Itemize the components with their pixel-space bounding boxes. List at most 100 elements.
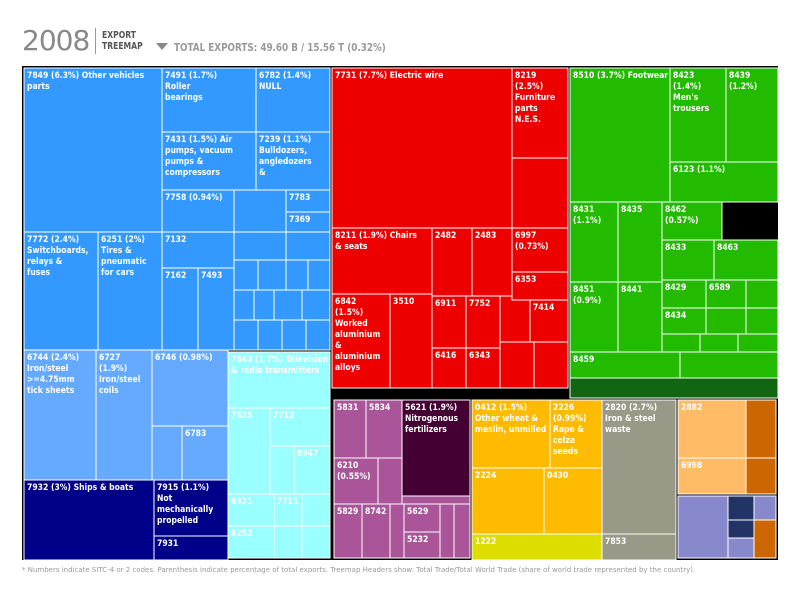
- treemap-cell-8463[interactable]: [713, 239, 779, 281]
- treemap-cell-7931[interactable]: [153, 535, 229, 561]
- treemap-cell-7431[interactable]: [161, 131, 257, 191]
- treemap-cell-7414[interactable]: [529, 299, 569, 343]
- treemap-cell-7162[interactable]: [161, 267, 199, 351]
- treemap-cell-minor-18[interactable]: [301, 493, 331, 527]
- treemap-cell-8219[interactable]: [511, 67, 569, 159]
- treemap-cell-minor-19[interactable]: [273, 525, 303, 559]
- treemap-cell-5621[interactable]: [401, 399, 471, 497]
- treemap-cell-2882[interactable]: [677, 399, 747, 459]
- treemap-cell-8429[interactable]: [661, 279, 707, 309]
- treemap-cell-6746[interactable]: [151, 349, 229, 427]
- treemap-cell-7369[interactable]: [285, 211, 331, 233]
- treemap-cell-minor-23[interactable]: [499, 341, 535, 389]
- treemap-cell-7849[interactable]: [23, 67, 163, 233]
- treemap-cell-8510[interactable]: [569, 67, 671, 203]
- treemap-cell-minor-10[interactable]: [301, 289, 331, 321]
- treemap-cell-2226[interactable]: [549, 399, 603, 469]
- treemap-cell-minor-39[interactable]: [745, 457, 777, 495]
- treemap-cell-minor-33[interactable]: [377, 457, 403, 505]
- treemap-cell-6353[interactable]: [511, 271, 569, 301]
- treemap-cell-8434[interactable]: [661, 307, 707, 335]
- treemap-cell-minor-28[interactable]: [661, 333, 701, 353]
- treemap-cell-3510[interactable]: [389, 293, 433, 389]
- treemap-cell-6998[interactable]: [677, 457, 747, 495]
- treemap-cell-6251[interactable]: [97, 231, 163, 351]
- treemap-cell-minor-1[interactable]: [233, 231, 287, 261]
- treemap-cell-6210[interactable]: [333, 457, 379, 505]
- treemap-cell-8742[interactable]: [361, 503, 391, 559]
- dropdown-arrow-icon[interactable]: [156, 42, 169, 50]
- treemap-cell-minor-12[interactable]: [257, 319, 283, 351]
- treemap-cell-minor-21[interactable]: [511, 157, 569, 229]
- treemap-cell-0430[interactable]: [543, 467, 603, 535]
- treemap-cell-minor-35[interactable]: [389, 503, 405, 559]
- treemap-cell-7132[interactable]: [161, 231, 235, 269]
- treemap-cell-8462[interactable]: [661, 201, 723, 241]
- treemap-cell-8435[interactable]: [617, 201, 663, 283]
- treemap-cell-7853[interactable]: [601, 533, 677, 561]
- treemap-cell-minor-31[interactable]: [679, 351, 779, 379]
- treemap-cell-minor-4[interactable]: [285, 231, 331, 261]
- treemap-cell-6727[interactable]: [95, 349, 153, 481]
- treemap-cell-minor-26[interactable]: [745, 279, 779, 309]
- treemap-cell-minor-24[interactable]: [533, 341, 569, 389]
- treemap-cell-6997[interactable]: [511, 227, 569, 273]
- treemap-cell-minor-27[interactable]: [745, 307, 779, 335]
- treemap-cell-6783[interactable]: [181, 425, 229, 481]
- treemap-cell-minor-0[interactable]: [233, 189, 287, 233]
- treemap-cell-7731[interactable]: [331, 67, 513, 229]
- treemap-cell-minor-20[interactable]: [301, 525, 331, 559]
- treemap-cell-6782[interactable]: [255, 67, 331, 133]
- treemap-cell-minor-32[interactable]: [569, 377, 779, 399]
- treemap-cell-7711[interactable]: [273, 493, 303, 527]
- treemap-cell-minor-22[interactable]: [499, 295, 531, 343]
- treemap-cell-8211[interactable]: [331, 227, 433, 295]
- treemap-cell-8431[interactable]: [569, 201, 619, 283]
- treemap-cell-6123[interactable]: [669, 161, 779, 203]
- treemap-cell-5834[interactable]: [365, 399, 403, 459]
- treemap-cell-6252[interactable]: [227, 525, 275, 559]
- treemap-cell-minor-44[interactable]: [727, 537, 755, 559]
- treemap-cell-1222[interactable]: [471, 533, 603, 561]
- treemap-cell-minor-7[interactable]: [233, 289, 255, 321]
- treemap-cell-8459[interactable]: [569, 351, 681, 379]
- treemap-cell-8439[interactable]: [725, 67, 779, 163]
- treemap-cell-minor-43[interactable]: [727, 519, 755, 539]
- treemap-cell-7915[interactable]: [153, 479, 229, 537]
- treemap-cell-6343[interactable]: [465, 347, 501, 389]
- treemap-cell-minor-29[interactable]: [699, 333, 739, 353]
- treemap-cell-minor-15[interactable]: [151, 425, 183, 481]
- treemap-cell-minor-9[interactable]: [273, 289, 303, 321]
- treemap-cell-minor-25[interactable]: [705, 307, 747, 335]
- treemap-cell-minor-42[interactable]: [753, 495, 777, 521]
- treemap-cell-7932[interactable]: [23, 479, 155, 561]
- treemap-cell-minor-45[interactable]: [753, 519, 777, 559]
- treemap-cell-2820[interactable]: [601, 399, 677, 535]
- treemap-cell-8947[interactable]: [293, 445, 331, 495]
- treemap-cell-minor-8[interactable]: [253, 289, 275, 321]
- treemap-cell-minor-2[interactable]: [233, 259, 259, 291]
- treemap-cell-minor-34[interactable]: [401, 495, 471, 505]
- treemap-cell-minor-17[interactable]: [269, 445, 295, 495]
- treemap-cell-8441[interactable]: [617, 281, 663, 353]
- treemap-cell-minor-14[interactable]: [305, 319, 331, 351]
- treemap-cell-7239[interactable]: [255, 131, 331, 191]
- treemap-cell-5232[interactable]: [403, 531, 441, 559]
- treemap-cell-7643[interactable]: [227, 351, 331, 409]
- treemap-cell-6589[interactable]: [705, 279, 747, 309]
- treemap-cell-7525[interactable]: [227, 407, 271, 495]
- treemap-cell-7758[interactable]: [161, 189, 235, 233]
- treemap-cell-5829[interactable]: [333, 503, 363, 559]
- treemap-cell-7712[interactable]: [269, 407, 331, 447]
- treemap-cell-minor-40[interactable]: [677, 495, 729, 559]
- treemap-cell-minor-13[interactable]: [281, 319, 307, 351]
- treemap-cell-minor-30[interactable]: [737, 333, 779, 353]
- treemap-cell-minor-5[interactable]: [285, 259, 309, 291]
- treemap-cell-6842[interactable]: [331, 293, 391, 389]
- treemap-cell-2482[interactable]: [431, 227, 473, 297]
- treemap-cell-minor-41[interactable]: [727, 495, 755, 521]
- treemap-cell-minor-11[interactable]: [233, 319, 259, 351]
- treemap-cell-minor-38[interactable]: [745, 399, 777, 459]
- treemap-cell-minor-37[interactable]: [453, 503, 471, 559]
- treemap-cell-minor-3[interactable]: [257, 259, 287, 291]
